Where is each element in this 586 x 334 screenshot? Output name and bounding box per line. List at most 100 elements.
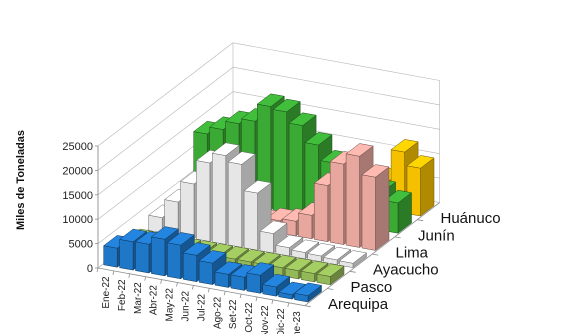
x-ticks: Ene-22 Feb-22 Mar-22 Abr-22 May-22 Jun-22 Jul-…: [101, 276, 303, 334]
x-tick-label: Jul-22: [196, 293, 207, 321]
bar-front: [298, 212, 313, 240]
bar-Ayacucho-Ene-23: [338, 250, 368, 269]
x-tick-mark: [271, 299, 274, 304]
gridline-side: [97, 91, 234, 196]
bar-top: [304, 132, 333, 146]
bar-top: [288, 112, 317, 126]
x-tick-mark: [207, 288, 210, 293]
x-tick-mark: [96, 267, 99, 273]
y-tick-label: 0: [87, 263, 93, 275]
y-axis-label: Miles de Toneladas: [15, 130, 27, 230]
x-tick-mark: [192, 285, 194, 290]
x-tick-label: Ene-23: [292, 311, 303, 334]
bar-Arequipa-Nov-22: [262, 273, 291, 297]
bar-top: [272, 98, 301, 113]
series-label-Arequipa: Arequipa: [328, 296, 389, 313]
x-tick-label: Feb-22: [117, 279, 128, 311]
bar-front: [345, 153, 360, 248]
bar-top: [383, 189, 413, 204]
x-axis: [97, 267, 305, 307]
x-tick-mark: [287, 302, 290, 307]
bar-top: [361, 164, 390, 178]
x-tick-label: Ene-22: [101, 276, 112, 309]
bar-top: [220, 246, 250, 260]
x-tick-mark: [255, 296, 258, 302]
bar-top: [211, 142, 240, 156]
bar-front: [361, 174, 376, 251]
y-tick-label: 15000: [62, 190, 93, 202]
bar-Arequipa-Ene-23: [293, 282, 323, 303]
bar-top: [284, 257, 313, 271]
bars: [103, 93, 435, 303]
y-tick-label: 10000: [62, 214, 93, 226]
x-tick-label: Jun-22: [180, 290, 191, 321]
bar-top: [307, 242, 336, 257]
bar-front: [329, 161, 344, 245]
series-label-Huánuco: Huánuco: [441, 210, 501, 227]
depth-tick-mark: [394, 236, 401, 239]
bar-front: [119, 239, 134, 271]
gridline-side: [97, 42, 234, 147]
x-tick-label: Abr-22: [149, 285, 160, 315]
bar-front: [227, 161, 242, 248]
depth-tick-mark: [372, 253, 379, 256]
gridline-back: [232, 42, 440, 81]
bar-top: [275, 234, 304, 248]
bar-top: [291, 239, 320, 253]
y-ticks: 0 5000 10000 15000 20000 25000: [62, 141, 93, 275]
bar-front: [259, 230, 274, 254]
depth-tick-mark: [327, 288, 334, 290]
x-tick-mark: [176, 282, 178, 287]
series-label-Junín: Junín: [418, 227, 455, 244]
series-label-Ayacucho: Ayacucho: [373, 262, 439, 279]
x-tick-label: Mar-22: [133, 282, 144, 314]
series-label-Pasco: Pasco: [351, 279, 393, 296]
x-tick-mark: [112, 270, 115, 275]
depth-tick-mark: [304, 305, 311, 308]
x-tick-mark: [144, 276, 147, 281]
bar-top: [182, 242, 211, 256]
bar-Lima-Ene-23: [361, 164, 390, 251]
bar-top: [338, 250, 368, 264]
bar-top: [345, 143, 374, 157]
y-tick-label: 20000: [62, 165, 93, 177]
bar-top: [268, 254, 297, 269]
x-tick-mark: [239, 294, 242, 299]
bar-top: [150, 226, 180, 240]
bar-top: [262, 273, 291, 288]
bar-top: [259, 220, 288, 234]
bar-front: [243, 190, 258, 251]
bar-top: [118, 228, 148, 243]
bar-top: [236, 249, 266, 263]
bar-front: [314, 182, 329, 242]
depth-tick-mark: [349, 270, 356, 273]
x-tick-mark: [160, 279, 162, 284]
bar-front: [167, 242, 182, 280]
bar-top: [300, 260, 329, 274]
bar-top: [214, 261, 243, 275]
bar-Arequipa-Oct-22: [246, 262, 275, 294]
bar-top: [166, 232, 195, 246]
bar-front: [272, 109, 287, 214]
gridline-back: [232, 66, 440, 106]
bar-front: [182, 252, 197, 282]
x-tick-label: May-22: [165, 288, 176, 322]
bar-front: [288, 122, 303, 217]
bar-top: [278, 281, 307, 296]
bar-top: [246, 262, 275, 276]
bar-top: [406, 155, 435, 169]
bar-front: [246, 272, 261, 294]
bar-front: [135, 241, 150, 274]
bar-side: [375, 166, 390, 251]
bar-front: [212, 152, 227, 245]
bar-top: [293, 282, 323, 296]
bar-front: [151, 236, 166, 277]
x-tick-label: Dic-22: [276, 308, 287, 334]
bar-top: [227, 151, 256, 165]
bar-top: [316, 263, 345, 277]
x-tick-label: Ago-22: [212, 296, 223, 329]
x-tick-label: Set-22: [228, 299, 239, 329]
series-label-Lima: Lima: [396, 245, 429, 262]
